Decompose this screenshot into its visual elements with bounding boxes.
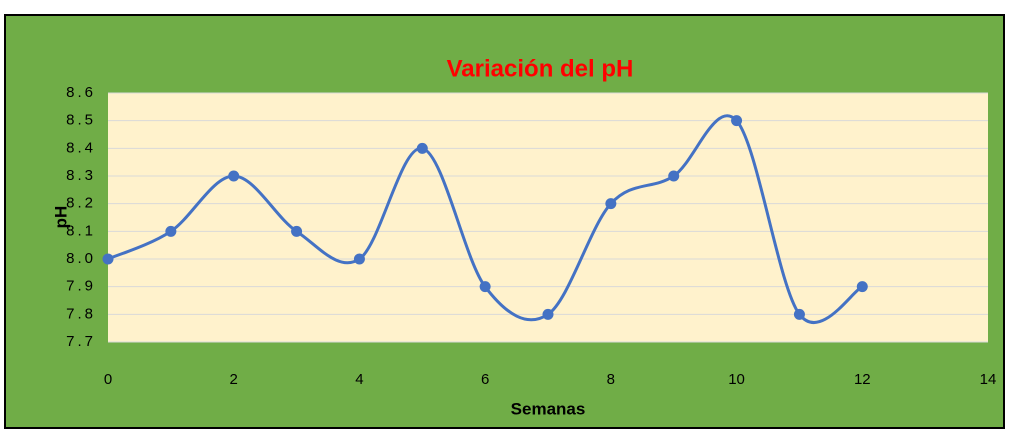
y-tick-label: 7.8 bbox=[66, 305, 96, 322]
x-tick-label: 0 bbox=[104, 371, 112, 388]
data-point bbox=[793, 308, 805, 320]
series-line bbox=[107, 114, 864, 324]
data-point bbox=[856, 281, 868, 293]
x-tick-label: 4 bbox=[355, 371, 363, 388]
y-axis-label: pH bbox=[51, 206, 70, 229]
y-tick-label: 8.3 bbox=[66, 167, 96, 184]
x-tick-label: 6 bbox=[481, 371, 489, 388]
x-tick-label: 14 bbox=[980, 371, 997, 388]
x-tick-label: 10 bbox=[728, 371, 745, 388]
y-tick-label: 8.2 bbox=[66, 195, 96, 212]
x-tick-label: 12 bbox=[854, 371, 871, 388]
x-tick-label: 2 bbox=[230, 371, 238, 388]
y-tick-label: 7.7 bbox=[66, 333, 96, 350]
data-point bbox=[165, 225, 177, 237]
y-tick-label: 8.6 bbox=[66, 84, 96, 101]
y-tick-label: 7.9 bbox=[66, 278, 96, 295]
data-point bbox=[353, 253, 365, 265]
data-point bbox=[542, 308, 554, 320]
data-point bbox=[102, 253, 114, 265]
data-point bbox=[228, 170, 240, 182]
y-tick-label: 8.5 bbox=[66, 112, 96, 129]
data-point bbox=[291, 225, 303, 237]
x-axis-label: Semanas bbox=[511, 399, 586, 418]
data-point bbox=[416, 142, 428, 154]
y-tick-label: 8.1 bbox=[66, 222, 96, 239]
y-tick-label: 8.4 bbox=[66, 139, 96, 156]
data-point bbox=[479, 281, 491, 293]
y-tick-label: 8.0 bbox=[66, 250, 96, 267]
data-point bbox=[605, 198, 617, 210]
plot-area bbox=[108, 93, 988, 342]
data-point bbox=[731, 115, 743, 127]
data-point bbox=[668, 170, 680, 182]
x-tick-label: 8 bbox=[607, 371, 615, 388]
chart-title: Variación del pH bbox=[447, 55, 634, 82]
